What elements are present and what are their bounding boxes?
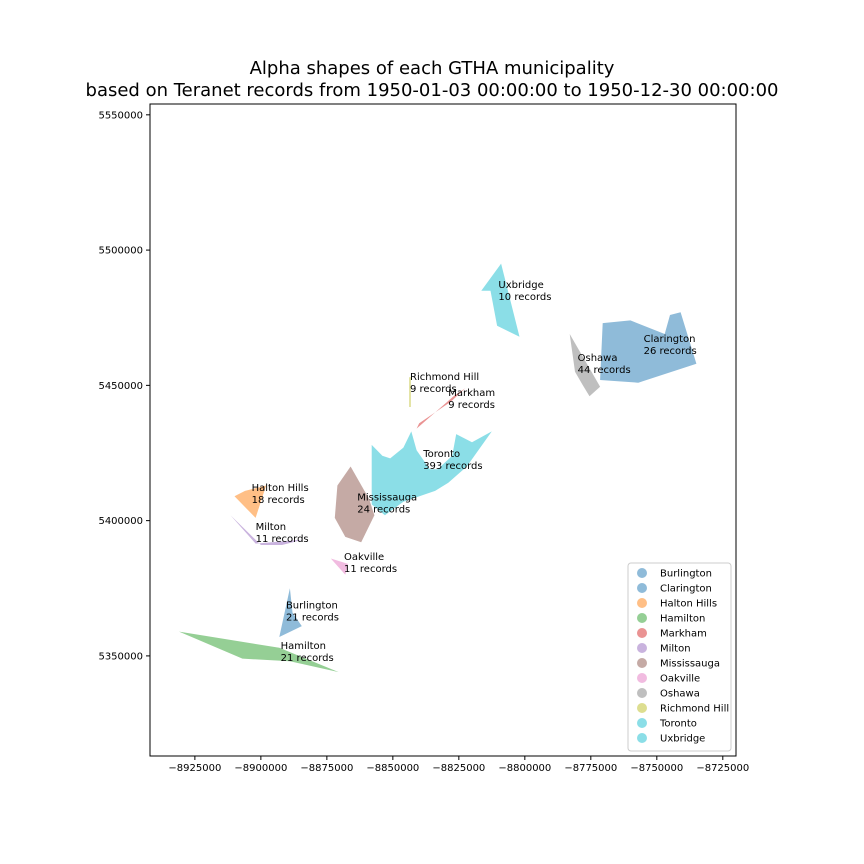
legend-label-richmond-hill: Richmond Hill [660, 704, 729, 715]
region-label-clarington: Clarington [644, 334, 696, 345]
x-tick-label: −8750000 [630, 763, 683, 774]
region-label-oakville: Oakville [344, 552, 384, 563]
legend-marker-oakville [637, 673, 647, 683]
y-tick-label: 5350000 [98, 651, 143, 662]
x-tick-label: −8725000 [696, 763, 749, 774]
legend-marker-hamilton [637, 613, 647, 623]
x-tick-label: −8875000 [300, 763, 353, 774]
chart-title-line2: based on Teranet records from 1950-01-03… [85, 80, 779, 101]
legend-marker-mississauga [637, 658, 647, 668]
legend-marker-halton-hills [637, 598, 647, 608]
legend-label-toronto: Toronto [659, 719, 697, 730]
region-record-count-uxbridge: 10 records [498, 292, 551, 303]
x-tick-label: −8850000 [366, 763, 419, 774]
region-record-count-markham: 9 records [448, 400, 495, 411]
region-record-count-mississauga: 24 records [357, 504, 410, 515]
legend-marker-uxbridge [637, 733, 647, 743]
legend-label-oshawa: Oshawa [660, 689, 700, 700]
legend-label-uxbridge: Uxbridge [660, 734, 705, 745]
legend-marker-clarington [637, 583, 647, 593]
x-tick-label: −8925000 [168, 763, 221, 774]
region-label-hamilton: Hamilton [281, 641, 326, 652]
legend: Burlington Clarington Halton Hills Hamilton… [627, 562, 732, 752]
legend-marker-oshawa [637, 688, 647, 698]
region-label-mississauga: Mississauga [357, 492, 417, 503]
region-record-count-milton: 11 records [256, 534, 309, 545]
region-milton [230, 515, 304, 545]
y-tick-label: 5450000 [98, 381, 143, 392]
y-tick-label: 5500000 [98, 246, 143, 257]
region-record-count-richmond-hill: 9 records [410, 384, 457, 395]
axes-frame [149, 103, 737, 757]
legend-marker-markham [637, 628, 647, 638]
region-record-count-toronto: 393 records [423, 461, 482, 472]
region-oshawa [569, 334, 601, 397]
x-tick-label: −8800000 [498, 763, 551, 774]
legend-label-milton: Milton [660, 644, 691, 655]
region-label-toronto: Toronto [422, 449, 460, 460]
region-label-markham: Markham [448, 388, 495, 399]
region-label-milton: Milton [256, 522, 287, 533]
legend-marker-toronto [637, 718, 647, 728]
region-oakville [330, 558, 348, 575]
legend-label-halton-hills: Halton Hills [660, 599, 717, 610]
region-richmond-hill [409, 377, 411, 407]
legend-label-clarington: Clarington [660, 584, 712, 595]
region-halton-hills [234, 485, 267, 518]
region-record-count-oakville: 11 records [344, 564, 397, 575]
region-label-richmond-hill: Richmond Hill [410, 372, 479, 383]
x-tick-label: −8900000 [234, 763, 287, 774]
y-tick-label: 5400000 [98, 516, 143, 527]
region-clarington [600, 312, 697, 383]
region-toronto [371, 431, 492, 516]
legend-label-mississauga: Mississauga [660, 659, 720, 670]
region-record-count-burlington: 21 records [286, 613, 339, 624]
region-record-count-clarington: 26 records [644, 346, 697, 357]
legend-box [627, 562, 732, 752]
region-hamilton [179, 631, 339, 673]
region-uxbridge [481, 263, 520, 337]
y-axis: 5350000 5400000 5450000 5500000 5550000 [98, 110, 150, 662]
legend-marker-burlington [637, 568, 647, 578]
region-mississauga [334, 466, 375, 543]
region-label-burlington: Burlington [286, 601, 338, 612]
y-tick-label: 5550000 [98, 110, 143, 121]
legend-label-markham: Markham [660, 629, 707, 640]
x-tick-label: −8825000 [432, 763, 485, 774]
chart-title-line1: Alpha shapes of each GTHA municipality [249, 58, 615, 79]
legend-label-hamilton: Hamilton [660, 614, 705, 625]
region-burlington [279, 588, 302, 637]
region-record-count-oshawa: 44 records [578, 365, 631, 376]
region-record-count-hamilton: 21 records [281, 653, 334, 664]
region-label-uxbridge: Uxbridge [498, 280, 543, 291]
x-tick-label: −8775000 [564, 763, 617, 774]
legend-marker-richmond-hill [637, 703, 647, 713]
region-markham [416, 388, 466, 429]
region-label-oshawa: Oshawa [578, 353, 618, 364]
x-axis: −8925000 −8900000 −8875000 −8850000 −8825000… [168, 756, 749, 774]
region-layer [179, 263, 697, 673]
legend-label-oakville: Oakville [660, 674, 700, 685]
legend-label-burlington: Burlington [660, 569, 712, 580]
region-label-halton-hills: Halton Hills [252, 483, 309, 494]
legend-marker-milton [637, 643, 647, 653]
region-record-count-halton-hills: 18 records [252, 495, 305, 506]
